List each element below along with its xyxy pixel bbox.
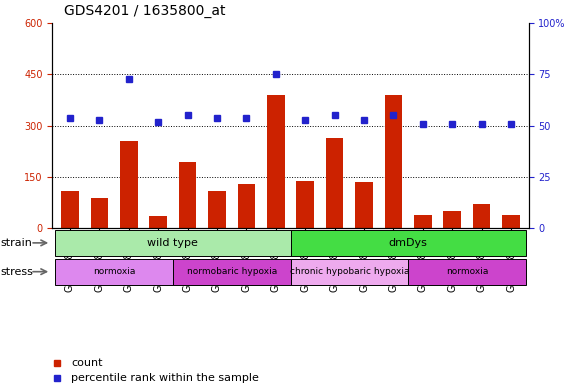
Bar bbox=[238, 184, 255, 228]
Bar bbox=[326, 138, 343, 228]
Bar bbox=[355, 182, 373, 228]
Bar bbox=[290, 230, 526, 256]
Text: percentile rank within the sample: percentile rank within the sample bbox=[71, 372, 259, 383]
Bar bbox=[179, 162, 196, 228]
Bar bbox=[414, 215, 432, 228]
Bar bbox=[502, 215, 520, 228]
Bar bbox=[61, 191, 79, 228]
Bar bbox=[385, 95, 402, 228]
Text: chronic hypobaric hypoxia: chronic hypobaric hypoxia bbox=[289, 267, 409, 276]
Bar bbox=[91, 198, 108, 228]
Text: normobaric hypoxia: normobaric hypoxia bbox=[187, 267, 277, 276]
Bar bbox=[173, 259, 290, 285]
Text: GDS4201 / 1635800_at: GDS4201 / 1635800_at bbox=[64, 4, 225, 18]
Bar bbox=[55, 259, 173, 285]
Bar bbox=[296, 180, 314, 228]
Text: strain: strain bbox=[1, 238, 33, 248]
Bar bbox=[290, 259, 408, 285]
Bar bbox=[408, 259, 526, 285]
Bar bbox=[473, 204, 490, 228]
Bar bbox=[120, 141, 138, 228]
Text: wild type: wild type bbox=[148, 238, 198, 248]
Text: normoxia: normoxia bbox=[93, 267, 135, 276]
Bar bbox=[208, 191, 226, 228]
Bar bbox=[443, 211, 461, 228]
Text: count: count bbox=[71, 358, 103, 368]
Bar bbox=[149, 217, 167, 228]
Bar bbox=[267, 95, 285, 228]
Text: dmDys: dmDys bbox=[389, 238, 428, 248]
Bar bbox=[55, 230, 290, 256]
Text: normoxia: normoxia bbox=[446, 267, 488, 276]
Text: stress: stress bbox=[1, 266, 34, 277]
